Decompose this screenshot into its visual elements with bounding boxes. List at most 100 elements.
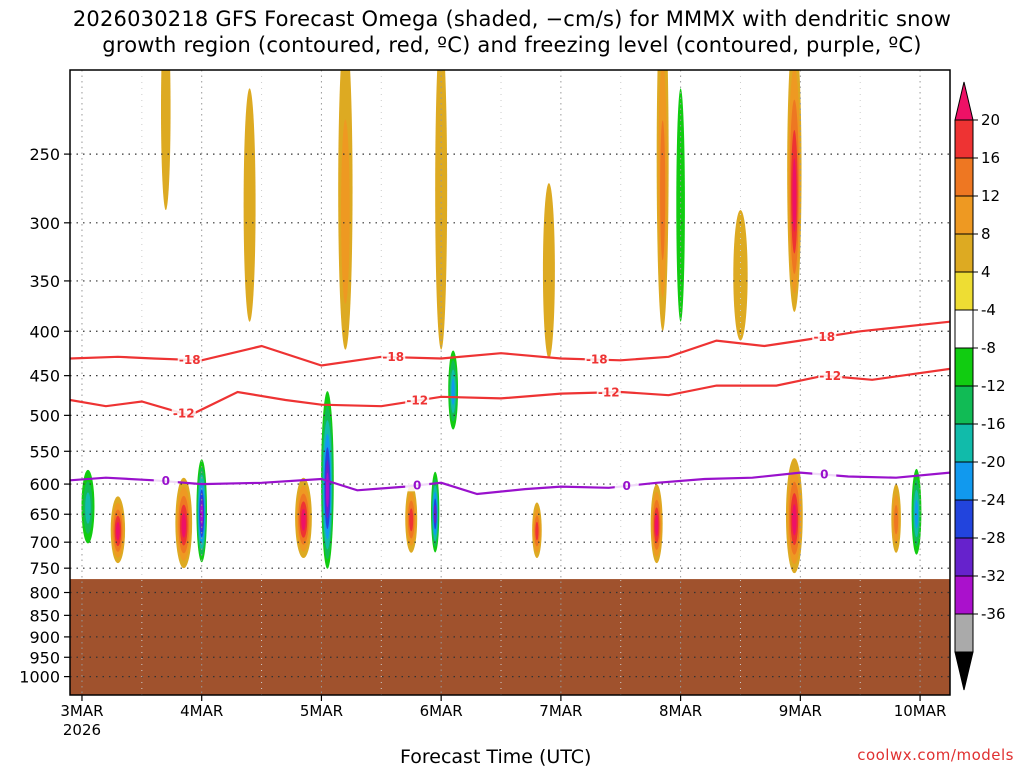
- omega-blob-0: [79, 458, 97, 553]
- colorbar-band: [954, 613, 974, 653]
- colorbar-band: [954, 499, 974, 539]
- omega-contour-fill: [792, 504, 797, 536]
- omega-contour-fill: [435, 70, 448, 350]
- omega-blob-16: [891, 484, 901, 553]
- omega-blob-22: [733, 210, 748, 341]
- omega-blob-2: [195, 451, 208, 569]
- y-tick-label: 900: [29, 628, 60, 647]
- y-tick-label: 850: [29, 606, 60, 625]
- omega-blob-8: [405, 484, 418, 553]
- x-tick-labels: 3MAR 4MAR 5MAR 6MAR 7MAR 8MAR 9MAR 10MAR 2026: [60, 702, 946, 739]
- contour-label-bg: [405, 392, 430, 407]
- omega-contour-fill: [243, 88, 256, 322]
- omega-blob-14: [785, 458, 803, 574]
- contour-label: -18: [179, 353, 201, 367]
- temperature-contours: -18 -18 -18 -18 -12 -12 -12 -12 0 0 0 0: [70, 320, 950, 496]
- omega-blob-9: [532, 502, 542, 558]
- y-tick-label: 300: [29, 214, 60, 233]
- colorbar-band: [954, 195, 974, 235]
- omega-contour-fill: [542, 183, 555, 359]
- contour-label-bg: [405, 477, 430, 492]
- contour-label-bg: [381, 349, 406, 364]
- omega-blob-20: [435, 70, 448, 350]
- chart-title-line2: growth region (contoured, red, ºC) and f…: [102, 33, 922, 57]
- omega-blob-18: [243, 88, 256, 322]
- colorbar-label: 4: [981, 263, 991, 281]
- colorbar-band: [954, 347, 974, 387]
- colorbar-label: -16: [981, 415, 1006, 433]
- ground-rect: [70, 579, 950, 695]
- colorbar-label: 20: [981, 111, 1000, 129]
- omega-blob-3: [175, 477, 193, 569]
- contour-label: -18: [382, 350, 404, 364]
- contour-label: -18: [813, 330, 835, 344]
- chart-title-line1: 2026030218 GFS Forecast Omega (shaded, −…: [72, 7, 952, 31]
- x-tick-label: 9MAR: [779, 702, 822, 720]
- colorbar-band: [954, 575, 974, 615]
- contour-label: -18: [586, 353, 608, 367]
- omega-blob-13: [787, 70, 802, 312]
- omega-blob-19: [338, 70, 353, 350]
- omega-blob-1: [110, 496, 126, 564]
- colorbar-label: 16: [981, 149, 1000, 167]
- credit-link[interactable]: coolwx.com/models: [857, 746, 1014, 764]
- x-tick-label: 7MAR: [539, 702, 582, 720]
- omega-blob-12: [673, 70, 688, 376]
- omega-blob-17: [160, 70, 171, 211]
- colorbar-label: -36: [981, 605, 1006, 623]
- colorbar-band: [954, 233, 974, 273]
- y-tick-label: 800: [29, 584, 60, 603]
- contour-label-bg: [153, 473, 178, 488]
- omega-blob-10: [650, 484, 663, 564]
- x-tick-label: 5MAR: [300, 702, 343, 720]
- y-tick-label: 650: [29, 505, 60, 524]
- omega-contour-fill: [655, 514, 659, 537]
- omega-contour-fill: [200, 503, 204, 525]
- chart-title: 2026030218 GFS Forecast Omega (shaded, −…: [0, 6, 1024, 58]
- y-tick-label: 450: [29, 367, 60, 386]
- colorbar-label: 12: [981, 187, 1000, 205]
- contour-label: 0: [413, 478, 421, 492]
- colorbar-label: -24: [981, 491, 1006, 509]
- contour-label-bg: [584, 351, 609, 366]
- x-axis-label: Forecast Time (UTC): [400, 746, 592, 768]
- omega-contour-fill: [409, 508, 414, 532]
- colorbar-label: -32: [981, 567, 1006, 585]
- omega-contour-fill: [115, 522, 120, 541]
- y-tick-label: 750: [29, 559, 60, 578]
- omega-blob-11: [656, 70, 669, 332]
- axes: [64, 69, 951, 701]
- contour-label: 0: [623, 479, 631, 493]
- colorbar: 20 16 12 8 4 -4 -8 -12 -16 -20 -24 -28 -32 -36: [954, 81, 1006, 691]
- y-tick-labels: 250 300 350 400 450 500 550 600 650 700 750 800 850 9…: [19, 145, 60, 687]
- colorbar-band: [954, 537, 974, 577]
- x-year-label: 2026: [63, 721, 101, 739]
- omega-contour-fill: [676, 88, 685, 322]
- colorbar-label: -28: [981, 529, 1006, 547]
- colorbar-band: [954, 423, 974, 463]
- contour-label-bg: [177, 351, 202, 366]
- plot-frame: [69, 69, 951, 696]
- omega-blob-6: [430, 464, 440, 558]
- colorbar-label: -8: [981, 339, 996, 357]
- colorbar-label: 8: [981, 225, 991, 243]
- omega-contour-fill: [451, 378, 455, 405]
- contour-label-bg: [812, 466, 837, 481]
- x-tick-label: 4MAR: [180, 702, 223, 720]
- omega-contour-fill: [535, 521, 539, 541]
- colorbar-band: [954, 385, 974, 425]
- contour-line-2: [70, 471, 950, 496]
- contour-label-bg: [614, 477, 639, 492]
- contour-label: 0: [820, 468, 828, 482]
- x-tick-label: 8MAR: [659, 702, 702, 720]
- x-tick-label: 10MAR: [894, 702, 947, 720]
- x-tick-label: 6MAR: [420, 702, 463, 720]
- y-tick-label: 500: [29, 406, 60, 425]
- colorbar-label: -20: [981, 453, 1006, 471]
- colorbar-arrow-top: [954, 81, 974, 121]
- omega-blob-5: [295, 477, 312, 558]
- x-tick-label: 3MAR: [60, 702, 103, 720]
- omega-blob-15: [910, 458, 923, 564]
- contour-label-bg: [171, 405, 196, 420]
